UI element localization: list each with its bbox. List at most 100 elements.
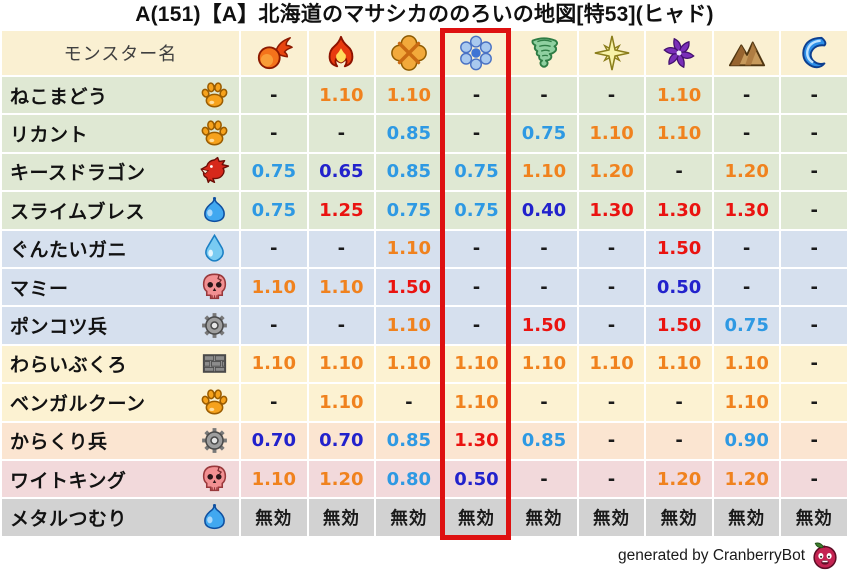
resistance-value: - — [241, 115, 307, 152]
resistance-value: 0.85 — [376, 422, 442, 459]
resistance-value: 1.10 — [713, 384, 780, 421]
resistance-value: 1.20 — [713, 460, 780, 498]
resistance-value: 1.30 — [646, 192, 712, 229]
resistance-value: - — [713, 115, 780, 152]
resistance-value: 1.10 — [308, 268, 375, 306]
table-row-monster: わらいぶくろ — [2, 345, 239, 383]
element-column-header — [578, 31, 645, 75]
dragon-icon — [199, 156, 230, 187]
resistance-value: 0.75 — [443, 153, 510, 191]
element-column-header — [376, 31, 442, 75]
table-row-monster: リカント — [2, 115, 239, 152]
resistance-value: 1.10 — [308, 384, 375, 421]
resistance-value: - — [713, 268, 780, 306]
resistance-value: - — [308, 307, 375, 344]
skull-icon — [199, 272, 230, 303]
resistance-value: 1.10 — [713, 345, 780, 383]
resistance-value: 1.30 — [713, 192, 780, 229]
resistance-value: 0.90 — [713, 422, 780, 459]
element-column-header — [443, 31, 510, 75]
resistance-value: 0.75 — [511, 115, 577, 152]
resistance-value: 1.20 — [646, 460, 712, 498]
resistance-value: - — [578, 268, 645, 306]
paw-icon — [199, 387, 230, 418]
resistance-value: - — [578, 307, 645, 344]
flame-icon — [322, 34, 360, 72]
resistance-value: - — [578, 422, 645, 459]
resistance-value: - — [781, 307, 847, 344]
element-column-header — [241, 31, 307, 75]
resistance-value: - — [308, 230, 375, 267]
resistance-value: - — [443, 307, 510, 344]
table-row-monster: ベンガルクーン — [2, 384, 239, 421]
slime-icon — [199, 195, 230, 226]
table-row-monster: ワイトキング — [2, 460, 239, 498]
resistance-value: 1.50 — [376, 268, 442, 306]
element-column-header — [308, 31, 375, 75]
table-row-monster: ポンコツ兵 — [2, 307, 239, 344]
table-row-monster: ねこまどう — [2, 77, 239, 114]
resistance-value: - — [781, 422, 847, 459]
monster-name: スライムブレス — [10, 201, 145, 223]
resistance-value: 0.75 — [713, 307, 780, 344]
resistance-value: - — [241, 77, 307, 114]
resistance-value: 1.10 — [511, 153, 577, 191]
waterdrop-icon — [199, 233, 230, 264]
table-row-monster: からくり兵 — [2, 422, 239, 459]
table-row-monster: キースドラゴン — [2, 153, 239, 191]
credit-text: generated by CranberryBot — [618, 546, 805, 564]
resistance-value: 0.85 — [511, 422, 577, 459]
resistance-value: 0.40 — [511, 192, 577, 229]
resistance-value: 1.50 — [646, 230, 712, 267]
resistance-value: 0.75 — [241, 192, 307, 229]
resistance-value: - — [511, 384, 577, 421]
gear-icon — [199, 310, 230, 341]
resistance-value: - — [578, 460, 645, 498]
resistance-value: 0.75 — [443, 192, 510, 229]
gear-icon — [199, 425, 230, 456]
resistance-value: 無効 — [511, 499, 577, 536]
resistance-value: - — [781, 192, 847, 229]
resistance-value: 1.10 — [308, 77, 375, 114]
resistance-value: - — [511, 460, 577, 498]
monster-name: ぐんたいガニ — [10, 240, 128, 262]
resistance-value: 1.10 — [241, 345, 307, 383]
resistance-value: 0.85 — [376, 115, 442, 152]
resistance-value: - — [376, 384, 442, 421]
fireball-icon — [255, 34, 293, 72]
resistance-value: 無効 — [376, 499, 442, 536]
footer: generated by CranberryBot — [0, 536, 845, 576]
resistance-value: - — [781, 153, 847, 191]
tornado-icon — [525, 34, 563, 72]
resistance-value: 0.70 — [308, 422, 375, 459]
resistance-value: 1.10 — [646, 115, 712, 152]
resistance-value: - — [443, 77, 510, 114]
element-column-header — [511, 31, 577, 75]
table-row-monster: マミー — [2, 268, 239, 306]
resistance-value: - — [578, 230, 645, 267]
resistance-value: - — [241, 384, 307, 421]
resistance-value: 1.20 — [308, 460, 375, 498]
resistance-value: 1.20 — [578, 153, 645, 191]
resistance-value: 1.10 — [241, 268, 307, 306]
resistance-value: 1.25 — [308, 192, 375, 229]
resistance-value: - — [781, 345, 847, 383]
resistance-value: - — [646, 384, 712, 421]
paw-icon — [199, 80, 230, 111]
resistance-value: 1.30 — [443, 422, 510, 459]
resistance-value: 1.10 — [376, 77, 442, 114]
resistance-value: 1.10 — [241, 460, 307, 498]
monster-name: マミー — [10, 278, 69, 300]
resistance-value: - — [781, 77, 847, 114]
resistance-value: - — [578, 384, 645, 421]
table-row-monster: ぐんたいガニ — [2, 230, 239, 267]
resistance-value: 1.10 — [443, 345, 510, 383]
resistance-value: 1.10 — [578, 115, 645, 152]
monster-name: メタルつむり — [10, 508, 128, 530]
brick-icon — [199, 348, 230, 379]
resistance-value: - — [781, 230, 847, 267]
resistance-value: 1.20 — [713, 153, 780, 191]
resistance-value: 0.50 — [646, 268, 712, 306]
resistance-value: 1.50 — [511, 307, 577, 344]
